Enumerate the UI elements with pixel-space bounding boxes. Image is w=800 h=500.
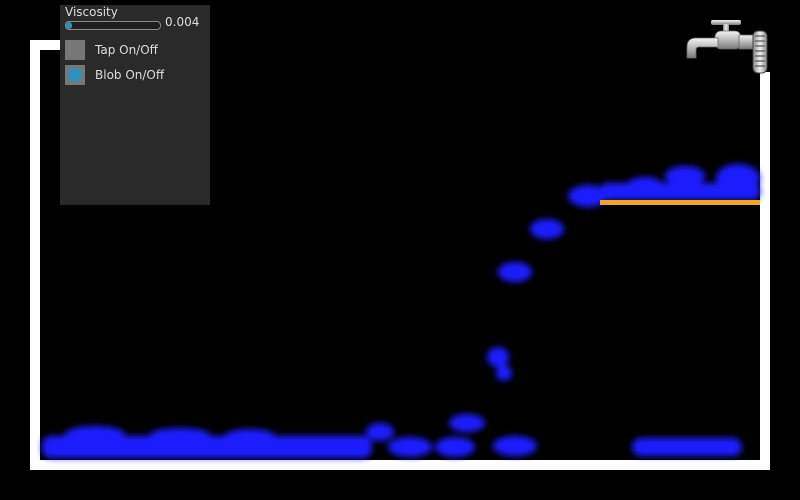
fluid-blob [65, 426, 125, 442]
blob-toggle-indicator [68, 68, 82, 82]
fluid-pool [42, 436, 372, 458]
fluid-blob [716, 164, 760, 192]
blob-toggle-label: Blob On/Off [95, 68, 165, 82]
fluid-blob [493, 436, 537, 456]
container-left-wall [30, 40, 40, 470]
fluid-blob [449, 414, 485, 432]
water-tap-icon[interactable] [682, 14, 772, 76]
fluid-blob [366, 423, 394, 441]
control-panel: Viscosity 0.004 Tap On/Off Blob On/Off [60, 5, 210, 205]
container-top-stub [30, 40, 66, 50]
fluid-blob [225, 429, 275, 443]
tap-toggle[interactable]: Tap On/Off [65, 40, 158, 60]
fluid-blob [150, 428, 210, 442]
tap-toggle-label: Tap On/Off [95, 43, 158, 57]
blob-toggle[interactable]: Blob On/Off [65, 65, 164, 85]
viscosity-slider[interactable] [65, 21, 161, 30]
fluid-droplet [496, 365, 512, 381]
fluid-droplet [487, 347, 509, 367]
blob-toggle-checkbox[interactable] [65, 65, 85, 85]
viscosity-label: Viscosity [65, 5, 118, 19]
container-right-wall [760, 72, 770, 470]
tap-toggle-checkbox[interactable] [65, 40, 85, 60]
viscosity-slider-fill [66, 22, 72, 29]
ledge[interactable] [600, 200, 760, 205]
fluid-blob [665, 166, 705, 186]
fluid-droplet [498, 262, 532, 282]
container [30, 40, 770, 470]
fluid-blob [435, 437, 475, 457]
fluid-blob [627, 177, 663, 193]
fluid-blob [388, 437, 432, 457]
fluid [42, 164, 760, 458]
viscosity-value: 0.004 [165, 15, 200, 29]
fluid-pool [632, 438, 742, 456]
fluid-blob [568, 185, 608, 207]
fluid-droplet [530, 219, 564, 239]
container-floor [30, 460, 770, 470]
